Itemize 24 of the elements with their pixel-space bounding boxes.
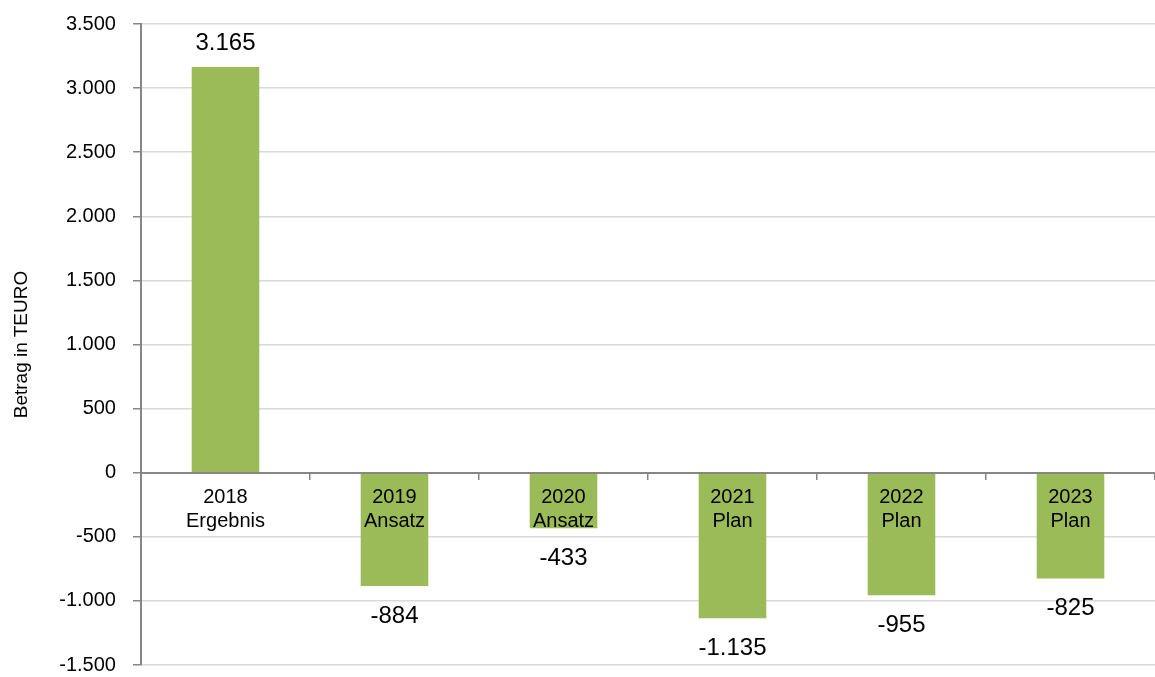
- y-tick-label: -1.000: [59, 588, 116, 611]
- x-tick-label: 2021 Plan: [710, 485, 755, 532]
- data-label: 3.165: [195, 27, 256, 55]
- x-tick-label: 2018 Ergebnis: [186, 485, 265, 532]
- y-tick-label: -1.500: [59, 652, 116, 675]
- x-tick-label: 2020 Ansatz: [532, 485, 595, 532]
- y-axis-title: Betrag in TEURO: [9, 270, 31, 419]
- y-tick-label: 3.000: [65, 75, 116, 98]
- y-tick-label: 0: [104, 460, 116, 483]
- x-tick-label: 2023 Plan: [1048, 485, 1093, 532]
- data-label: -955: [877, 610, 926, 638]
- data-label: -884: [370, 601, 419, 629]
- data-label: -825: [1046, 593, 1095, 621]
- y-tick-label: 3.500: [65, 11, 116, 34]
- x-tick-label: 2019 Ansatz: [363, 485, 426, 532]
- y-tick-label: 1.500: [65, 267, 116, 290]
- x-tick-label: 2022 Plan: [879, 485, 924, 532]
- y-tick-label: -500: [75, 524, 116, 547]
- data-label: -433: [539, 543, 588, 571]
- data-label: -1.135: [698, 633, 767, 661]
- y-tick-label: 500: [82, 396, 116, 419]
- y-tick-label: 2.000: [65, 203, 116, 226]
- y-tick-label: 2.500: [65, 139, 116, 162]
- y-tick-label: 1.000: [65, 332, 116, 355]
